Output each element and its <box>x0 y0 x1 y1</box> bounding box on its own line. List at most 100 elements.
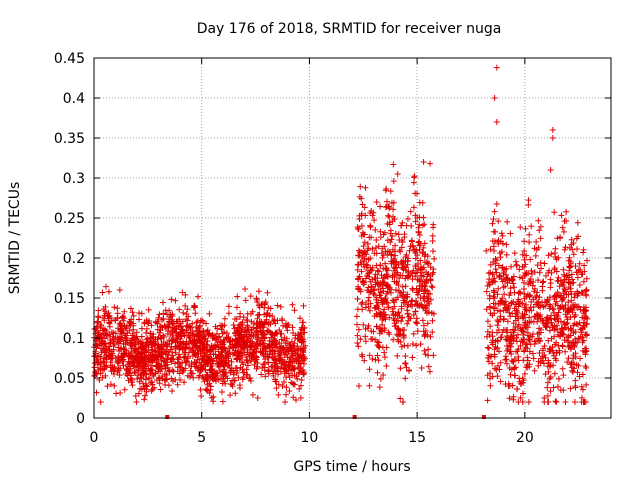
data-point <box>275 381 282 388</box>
data-point <box>230 321 237 328</box>
data-point <box>206 310 213 317</box>
data-point <box>115 325 122 332</box>
data-point <box>568 360 575 367</box>
data-point <box>118 335 125 342</box>
data-point <box>162 348 169 355</box>
data-point <box>380 252 387 259</box>
data-point <box>240 369 247 376</box>
data-point <box>297 365 304 372</box>
data-point <box>152 319 159 326</box>
data-point <box>565 337 572 344</box>
data-point <box>374 338 381 345</box>
data-point <box>407 208 414 215</box>
data-point <box>138 370 145 377</box>
data-point <box>355 247 362 254</box>
data-point <box>519 251 526 258</box>
data-point <box>555 292 562 299</box>
data-point <box>565 257 572 264</box>
data-point <box>544 384 551 391</box>
data-point <box>287 341 294 348</box>
data-point <box>161 377 168 384</box>
data-point <box>215 362 222 369</box>
data-point <box>247 358 254 365</box>
data-point <box>504 333 511 340</box>
data-point <box>111 335 118 342</box>
data-point <box>187 367 194 374</box>
data-point <box>423 269 430 276</box>
data-point <box>138 357 145 364</box>
data-point <box>254 336 261 343</box>
data-point <box>257 328 264 335</box>
data-point <box>253 345 260 352</box>
data-point <box>557 387 564 394</box>
data-point <box>416 278 423 285</box>
data-point <box>497 378 504 385</box>
data-point <box>183 340 190 347</box>
data-point <box>503 265 510 272</box>
data-point <box>265 359 272 366</box>
data-point <box>568 346 575 353</box>
data-point <box>514 313 521 320</box>
data-point <box>366 366 373 373</box>
data-point <box>360 243 367 250</box>
data-point <box>417 341 424 348</box>
data-point <box>294 350 301 357</box>
data-point <box>373 302 380 309</box>
data-point <box>429 232 436 239</box>
data-point <box>362 325 369 332</box>
y-tick-label: 0.1 <box>63 331 85 347</box>
data-point <box>410 179 417 186</box>
data-point <box>209 360 216 367</box>
data-point <box>156 349 163 356</box>
data-point <box>117 320 124 327</box>
data-point <box>544 392 551 399</box>
data-point <box>397 272 404 279</box>
y-tick-label: 0.3 <box>63 171 85 187</box>
data-point <box>225 303 232 310</box>
data-point <box>430 266 437 273</box>
data-point <box>130 320 137 327</box>
data-point <box>545 316 552 323</box>
data-point <box>356 273 363 280</box>
data-point <box>559 224 566 231</box>
data-point <box>117 389 124 396</box>
data-point <box>214 360 221 367</box>
data-point <box>300 370 307 377</box>
data-point <box>555 375 562 382</box>
data-point <box>289 301 296 308</box>
data-point <box>360 321 367 328</box>
data-point <box>425 352 432 359</box>
data-point <box>500 307 507 314</box>
data-point <box>405 273 412 280</box>
data-point <box>406 367 413 374</box>
data-point <box>485 270 492 277</box>
data-point <box>422 280 429 287</box>
data-point <box>393 331 400 338</box>
data-point <box>366 307 373 314</box>
data-point <box>395 309 402 316</box>
data-point <box>197 351 204 358</box>
data-point <box>275 371 282 378</box>
data-point <box>233 316 240 323</box>
data-point <box>580 337 587 344</box>
data-point <box>278 316 285 323</box>
data-point <box>364 240 371 247</box>
data-point <box>571 313 578 320</box>
data-point <box>547 167 554 173</box>
data-point <box>176 306 183 313</box>
data-point <box>250 324 257 331</box>
data-point <box>566 254 573 261</box>
data-point <box>409 354 416 361</box>
data-point <box>152 370 159 377</box>
data-point <box>407 315 414 322</box>
data-point <box>579 386 586 393</box>
data-point <box>362 275 369 282</box>
data-point <box>99 289 106 296</box>
data-point <box>272 330 279 337</box>
data-point <box>381 312 388 319</box>
data-point <box>265 368 272 375</box>
data-point <box>515 399 522 405</box>
data-point <box>491 275 498 282</box>
data-point <box>582 291 589 298</box>
data-point <box>389 232 396 239</box>
